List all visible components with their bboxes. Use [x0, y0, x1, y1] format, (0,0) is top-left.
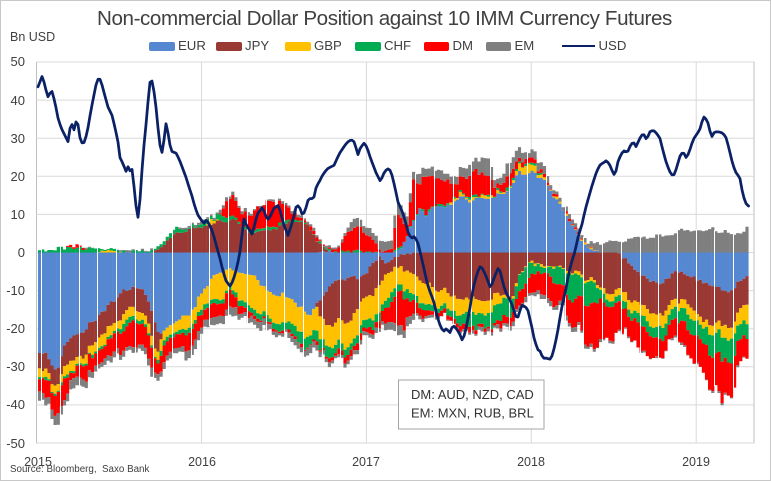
svg-text:DM: AUD, NZD, CAD: DM: AUD, NZD, CAD: [411, 387, 534, 402]
svg-text:EM: MXN, RUB, BRL: EM: MXN, RUB, BRL: [411, 406, 534, 421]
